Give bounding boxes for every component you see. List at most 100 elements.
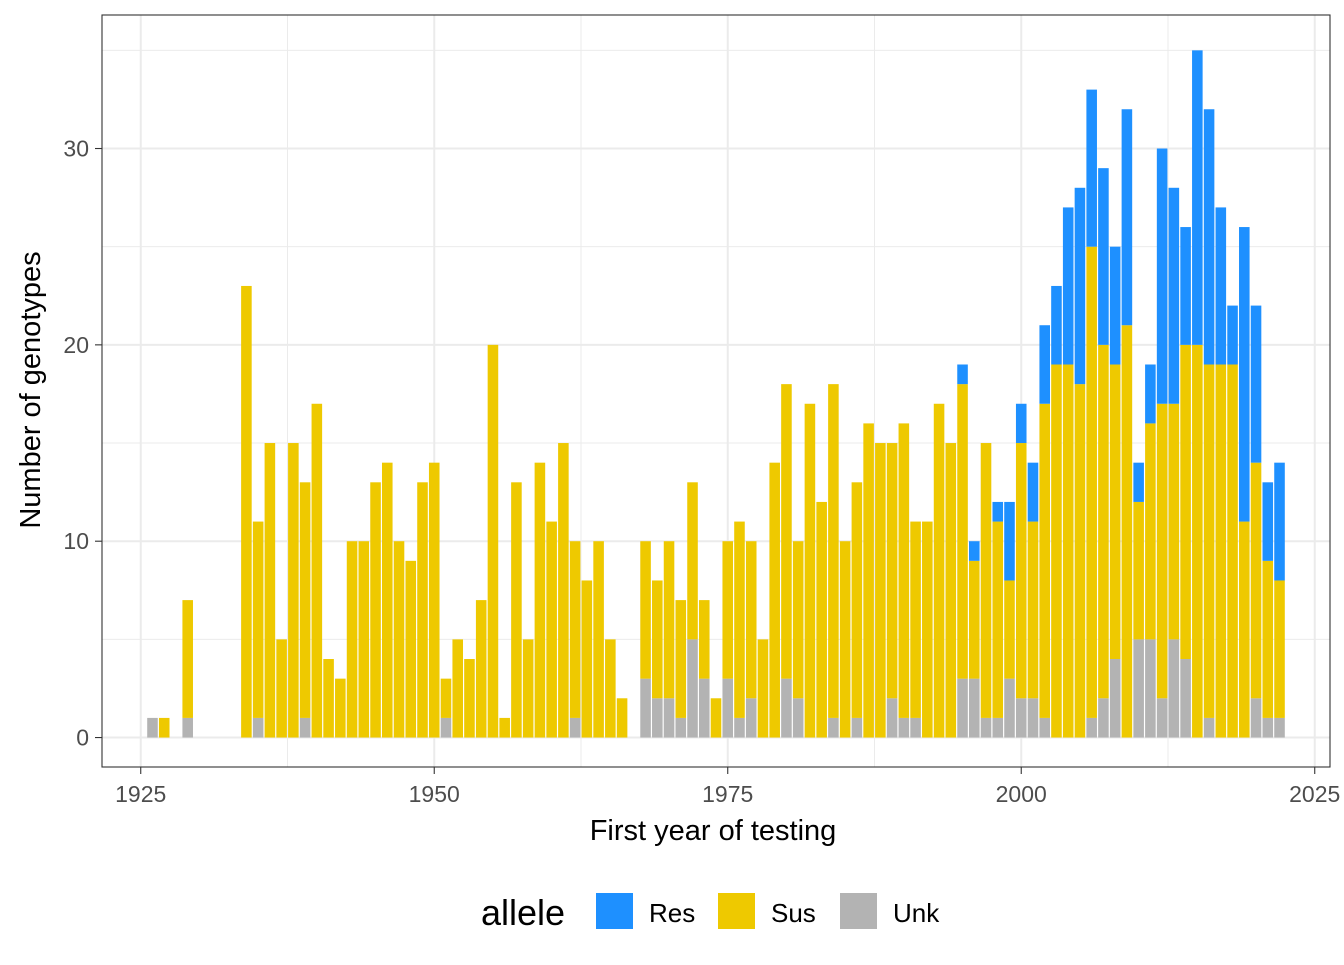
bar-sus	[710, 698, 722, 738]
bar-sus	[1133, 501, 1144, 640]
bar-unk	[1004, 678, 1015, 738]
bar-sus	[992, 521, 1004, 718]
bar-sus	[980, 443, 992, 718]
bar-unk	[898, 717, 910, 738]
x-tick-label: 2025	[1289, 781, 1340, 807]
bar-sus	[323, 659, 334, 738]
bar-sus	[487, 344, 499, 738]
bar-sus	[675, 600, 687, 718]
bar-unk	[1156, 698, 1168, 738]
bar-res	[1051, 285, 1062, 365]
bar-sus	[781, 384, 792, 679]
bar-sus	[264, 443, 276, 738]
bar-sus	[1239, 521, 1250, 738]
bar-sus	[581, 580, 593, 738]
bar-res	[1239, 227, 1250, 522]
y-axis-title: Number of genotypes	[15, 251, 47, 528]
bar-unk	[734, 717, 745, 738]
bar-sus	[1039, 403, 1051, 718]
bar-sus	[252, 521, 264, 718]
bar-unk	[886, 698, 898, 738]
bar-res	[1250, 305, 1262, 463]
bar-res	[1039, 325, 1051, 404]
bars	[147, 50, 1285, 738]
bar-sus	[428, 462, 440, 738]
bar-unk	[182, 717, 193, 738]
bar-unk	[252, 717, 264, 738]
bar-sus	[1215, 364, 1227, 738]
bar-unk	[652, 698, 663, 738]
bar-unk	[1109, 659, 1121, 738]
bar-sus	[910, 521, 921, 718]
bar-sus	[640, 541, 651, 679]
bar-sus	[1109, 364, 1121, 660]
bar-res	[1156, 148, 1168, 404]
bar-sus	[605, 639, 616, 738]
bar-sus	[957, 384, 968, 679]
bar-sus	[1027, 521, 1039, 699]
bar-sus	[276, 639, 287, 738]
bar-sus	[335, 678, 346, 738]
bar-unk	[957, 678, 968, 738]
bar-res	[1133, 462, 1144, 502]
bar-unk	[781, 678, 792, 738]
bar-unk	[1180, 659, 1191, 738]
bar-sus	[522, 639, 534, 738]
bar-unk	[851, 717, 863, 738]
bar-sus	[1051, 364, 1062, 738]
legend-label-unk: Unk	[893, 898, 940, 928]
bar-unk	[569, 717, 581, 738]
bar-unk	[1262, 717, 1274, 738]
bar-sus	[158, 717, 170, 738]
bar-sus	[452, 639, 464, 738]
panel-border	[101, 14, 1331, 768]
x-tick-label: 1950	[409, 781, 460, 807]
bar-sus	[816, 501, 827, 738]
legend-label-sus: Sus	[771, 898, 816, 928]
bar-unk	[147, 717, 158, 738]
bar-sus	[358, 541, 370, 738]
bar-sus	[804, 403, 816, 738]
bar-sus	[769, 462, 780, 738]
legend-key-unk	[840, 893, 877, 929]
bar-unk	[1027, 698, 1039, 738]
bar-sus	[1145, 423, 1156, 640]
bar-sus	[440, 678, 452, 718]
bar-sus	[346, 541, 358, 738]
bar-unk	[968, 678, 980, 738]
bar-unk	[640, 678, 651, 738]
bar-unk	[1250, 698, 1262, 738]
bar-sus	[1180, 344, 1191, 660]
bar-sus	[687, 482, 698, 640]
bar-unk	[792, 698, 804, 738]
bar-sus	[511, 482, 522, 738]
legend-key-sus	[718, 893, 755, 929]
bar-unk	[1015, 698, 1027, 738]
bar-sus	[933, 403, 945, 738]
bar-sus	[1168, 403, 1180, 640]
bar-sus	[299, 482, 311, 718]
bar-sus	[616, 698, 628, 738]
x-axis-title: First year of testing	[590, 815, 837, 847]
legend: allele Res Sus Unk	[481, 892, 940, 933]
bar-sus	[1274, 580, 1285, 718]
y-tick-label: 20	[63, 332, 89, 358]
bar-unk	[1168, 639, 1180, 738]
bar-res	[1062, 207, 1074, 365]
bar-sus	[851, 482, 863, 718]
bar-unk	[1274, 717, 1285, 738]
bar-res	[968, 541, 980, 561]
bar-sus	[475, 600, 487, 738]
bar-sus	[241, 285, 252, 738]
bar-unk	[687, 639, 698, 738]
y-tick-label: 0	[76, 725, 89, 751]
axes: 1925 1950 1975 2000 2025 0 10 20 30	[63, 136, 1340, 807]
bar-unk	[1203, 717, 1215, 738]
bar-sus	[875, 443, 886, 738]
bar-sus	[652, 580, 663, 699]
bar-unk	[698, 678, 710, 738]
bar-sus	[569, 541, 581, 718]
bar-sus	[828, 384, 839, 718]
bar-sus	[534, 462, 546, 738]
